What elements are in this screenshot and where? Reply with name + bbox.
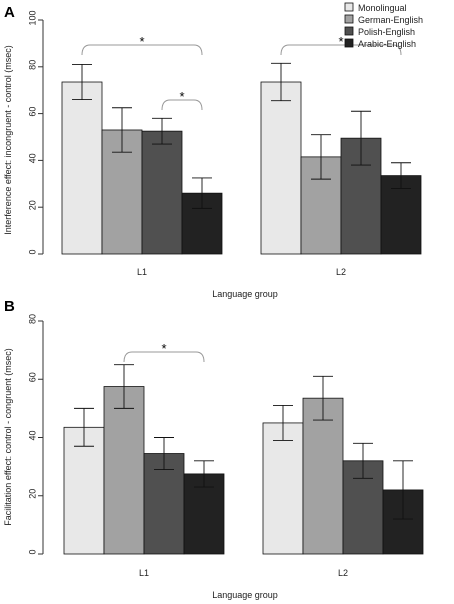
significance-star: * xyxy=(161,341,166,356)
panel-b-ylabel: Facilitation effect: control - congruent… xyxy=(3,348,13,525)
x-category-label: L2 xyxy=(336,267,346,277)
y-tick-label: 0 xyxy=(27,549,37,554)
bar-polish-english-l1 xyxy=(143,453,185,555)
panel-a-xlabel: Language group xyxy=(212,289,278,299)
legend-label: Monolingual xyxy=(358,3,407,13)
x-category-label: L1 xyxy=(137,267,147,277)
panel-b-xlabel: Language group xyxy=(212,590,278,600)
panel-a-legend: Monolingual German-English Polish-English A… xyxy=(344,2,423,49)
y-tick-label: 100 xyxy=(27,10,37,25)
legend-label: Polish-English xyxy=(358,27,415,37)
y-tick-label: 0 xyxy=(27,249,37,254)
bar-polish-english-l1 xyxy=(141,130,183,255)
legend-swatch xyxy=(344,2,354,12)
significance-bracket xyxy=(81,44,203,56)
legend-swatch xyxy=(344,14,354,24)
y-tick-label: 60 xyxy=(27,107,37,117)
y-tick-label: 80 xyxy=(27,314,37,324)
legend-label: Arabic-English xyxy=(358,39,416,49)
significance-bracket xyxy=(280,44,402,56)
panel-b-label: B xyxy=(4,298,15,315)
y-tick-label: 40 xyxy=(27,430,37,440)
panel-b-chart: 0 20 40 60 80 L1 L2 * xyxy=(27,314,424,578)
y-tick-label: 20 xyxy=(27,200,37,210)
panel-a-label: A xyxy=(4,4,15,21)
significance-star: * xyxy=(338,34,343,49)
y-tick-label: 20 xyxy=(27,489,37,499)
y-tick-label: 60 xyxy=(27,372,37,382)
bar-monolingual-l2 xyxy=(260,81,302,255)
bar-german-english-l1 xyxy=(103,386,145,555)
bar-monolingual-l1 xyxy=(63,426,105,555)
bar-german-english-l2 xyxy=(302,397,344,555)
legend-swatch xyxy=(344,38,354,48)
significance-bracket xyxy=(161,99,203,111)
panel-a-ylabel: Interference effect: incongruent - contr… xyxy=(3,45,13,234)
legend-label: German-English xyxy=(358,15,423,25)
legend-swatch xyxy=(344,26,354,36)
significance-star: * xyxy=(139,34,144,49)
y-tick-label: 40 xyxy=(27,153,37,163)
x-category-label: L1 xyxy=(139,568,149,578)
x-category-label: L2 xyxy=(338,568,348,578)
significance-star: * xyxy=(179,89,184,104)
bar-monolingual-l2 xyxy=(262,422,304,555)
panel-a-chart: 0 20 40 60 80 100 L1 L2 * * * xyxy=(27,10,422,277)
significance-bracket xyxy=(123,351,205,363)
bar-monolingual-l1 xyxy=(61,81,103,255)
y-tick-label: 80 xyxy=(27,60,37,70)
